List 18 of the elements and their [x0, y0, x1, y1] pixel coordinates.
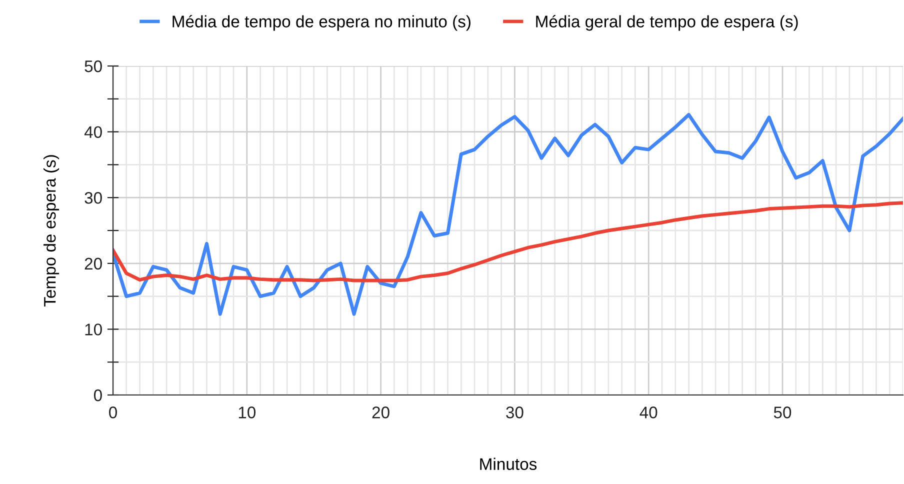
- x-tick-label: 30: [506, 406, 524, 418]
- x-tick-label: 20: [372, 406, 390, 418]
- x-tick-label: 40: [640, 406, 658, 418]
- x-tick-label: 0: [109, 406, 117, 418]
- y-axis-title: Tempo de espera (s): [44, 155, 60, 307]
- line-series: [113, 112, 903, 316]
- y-tick-label: 0: [94, 389, 102, 402]
- y-tick-label: 30: [84, 192, 102, 204]
- line-series: [113, 201, 903, 282]
- x-axis-title: Minutos: [480, 458, 537, 470]
- legend-label: Média de tempo de espera no minuto (s): [172, 15, 470, 31]
- x-tick-label: 50: [774, 406, 792, 418]
- y-tick-label: 50: [84, 60, 102, 72]
- y-tick-label: 40: [84, 126, 102, 138]
- y-tick-label: 20: [84, 258, 102, 270]
- x-tick-label: 10: [238, 406, 256, 418]
- y-tick-label: 10: [85, 324, 102, 336]
- legend-label: Média geral de tempo de espera (s): [536, 15, 798, 31]
